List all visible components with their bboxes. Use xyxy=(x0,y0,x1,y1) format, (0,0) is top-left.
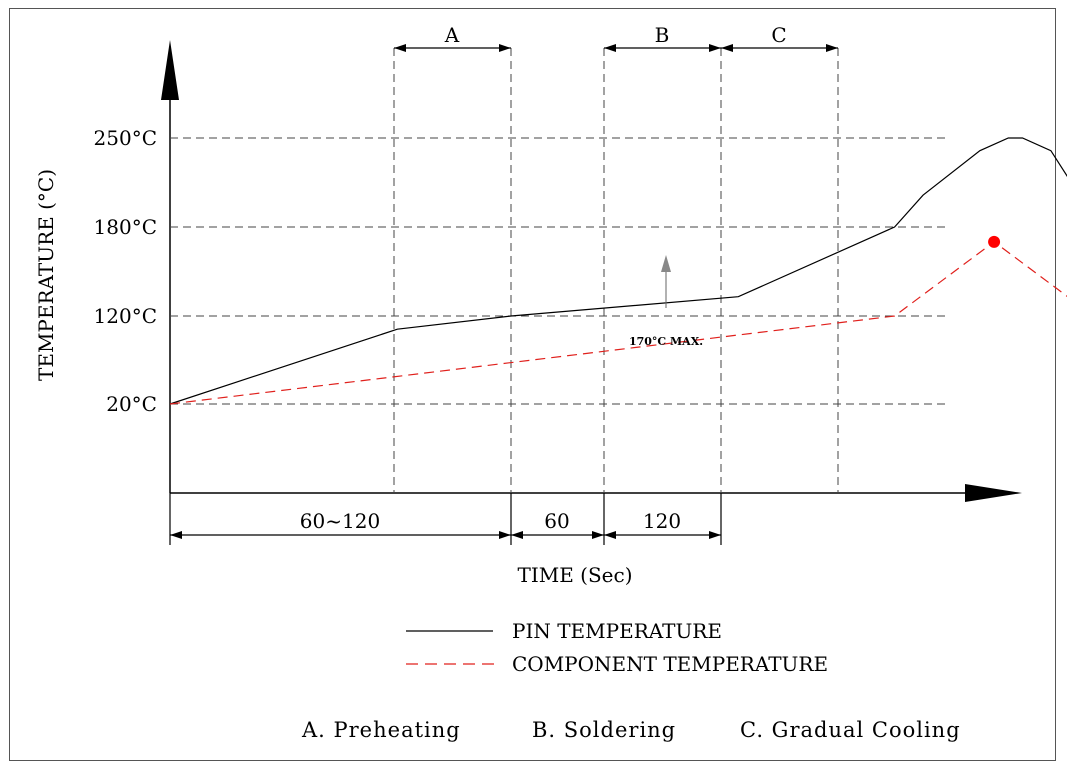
zone-c-label: C xyxy=(771,23,786,47)
y-tick-label-120: 120°C xyxy=(94,304,157,328)
max-annotation-arrowhead xyxy=(661,255,671,272)
series-pin-temperature-line xyxy=(169,137,1067,405)
component-temperature-points xyxy=(170,242,1067,404)
caption-soldering: B. Soldering xyxy=(532,718,676,742)
duration-label-3: 120 xyxy=(643,509,681,533)
caption-gradual-cooling: C. Gradual Cooling xyxy=(740,718,961,742)
legend-pin-label: PIN TEMPERATURE xyxy=(512,619,722,643)
x-axis-title: TIME (Sec) xyxy=(517,563,632,587)
y-tick-label-20: 20°C xyxy=(106,392,157,416)
zone-b-label: B xyxy=(655,23,670,47)
series-component-temperature-line xyxy=(169,241,1067,405)
caption-preheating: A. Preheating xyxy=(301,718,461,742)
y-tick-label-250: 250°C xyxy=(94,126,157,150)
diagram-frame xyxy=(9,8,1056,761)
legend-component-label: COMPONENT TEMPERATURE xyxy=(512,652,828,676)
y-axis-title: TEMPERATURE (°C) xyxy=(34,169,58,381)
duration-label-2: 60 xyxy=(544,509,569,533)
duration-label-1: 60~120 xyxy=(300,509,380,533)
max-temperature-annotation: 170°C MAX. xyxy=(629,335,703,348)
max-temperature-marker xyxy=(988,235,1001,248)
zone-a-label: A xyxy=(444,23,460,47)
y-axis-arrowhead xyxy=(161,40,179,100)
y-tick-label-180: 180°C xyxy=(94,215,157,239)
x-axis-arrowhead xyxy=(965,484,1022,502)
